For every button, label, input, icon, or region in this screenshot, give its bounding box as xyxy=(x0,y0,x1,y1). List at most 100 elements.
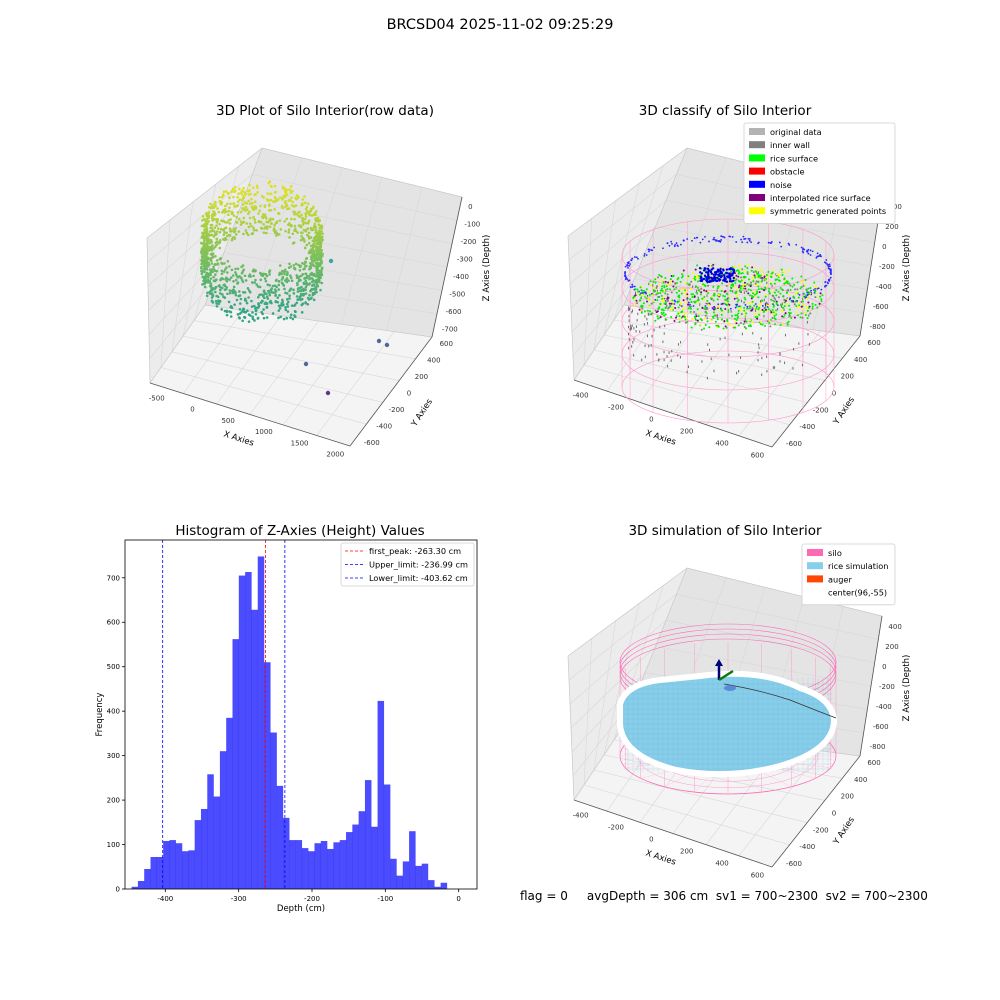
raw-point xyxy=(249,275,252,278)
raw-point xyxy=(286,310,290,313)
raw-point xyxy=(209,291,212,295)
classified-point xyxy=(769,275,772,278)
y-tick-label: -600 xyxy=(364,439,380,447)
histogram-bar xyxy=(264,662,271,889)
raw-point xyxy=(205,257,208,260)
outlier-point xyxy=(328,258,334,264)
classified-point xyxy=(717,325,720,328)
noise-point xyxy=(772,303,774,306)
noise-cluster-point xyxy=(729,274,733,277)
raw-point xyxy=(217,302,221,306)
classified-point xyxy=(739,321,742,324)
inner-wall-point xyxy=(766,281,768,285)
raw-point xyxy=(206,291,209,295)
raw-point xyxy=(293,314,296,317)
histogram-bar xyxy=(270,732,277,889)
raw-point xyxy=(228,233,231,237)
raw-point xyxy=(292,264,296,267)
raw-point xyxy=(293,224,297,228)
pane-edge xyxy=(771,755,861,868)
classified-point xyxy=(698,274,701,277)
raw-point xyxy=(292,241,296,244)
raw-point xyxy=(305,283,309,287)
raw-point xyxy=(295,276,299,280)
noise-cluster-point xyxy=(705,271,708,274)
noise-cluster-point xyxy=(710,276,713,280)
y-tick-label: 200 xyxy=(841,793,854,801)
raw-point xyxy=(316,251,319,254)
raw-point xyxy=(287,228,291,232)
histogram-bar xyxy=(377,700,385,889)
classified-point xyxy=(675,314,678,317)
classified-point xyxy=(696,301,699,304)
raw-point xyxy=(289,274,292,278)
classified-point xyxy=(759,302,762,305)
pane-edge xyxy=(146,147,263,239)
classified-point xyxy=(800,275,803,278)
noise-point xyxy=(820,288,823,291)
raw-point xyxy=(221,293,224,296)
raw-point xyxy=(249,192,252,196)
classified-point xyxy=(770,298,773,301)
legend-swatch xyxy=(749,141,765,149)
classified-point xyxy=(666,288,669,291)
raw-point xyxy=(309,297,313,300)
inner-wall-point xyxy=(628,319,630,322)
classified-point xyxy=(710,297,713,300)
pane-edge xyxy=(183,310,244,394)
legend-label: noise xyxy=(770,180,792,190)
z-tick-label: -800 xyxy=(870,323,886,331)
raw-point xyxy=(221,262,224,266)
noise-point xyxy=(824,285,826,288)
raw-point xyxy=(282,194,286,198)
classified-point xyxy=(793,316,796,319)
classified-point xyxy=(677,277,680,280)
classified-point xyxy=(686,317,689,320)
raw-point xyxy=(269,198,273,202)
raw-point xyxy=(226,191,230,195)
classified-point xyxy=(743,306,746,309)
classified-point xyxy=(767,308,770,311)
noise-point xyxy=(688,303,691,306)
classified-point xyxy=(656,317,659,320)
classified-point xyxy=(649,310,652,313)
classified-point xyxy=(788,294,791,297)
raw-point xyxy=(289,276,293,280)
noise-point xyxy=(729,307,732,310)
classified-point xyxy=(793,296,796,299)
classified-point xyxy=(689,298,692,301)
classified-point xyxy=(759,282,762,285)
classified-point xyxy=(682,288,685,291)
classified-point xyxy=(649,313,652,316)
raw-point xyxy=(240,311,243,314)
classified-point xyxy=(813,286,816,289)
raw-point xyxy=(296,298,300,301)
noise-point xyxy=(719,240,722,243)
raw-point xyxy=(263,296,266,300)
inner-wall-point xyxy=(652,284,654,287)
inner-wall-point xyxy=(670,359,672,362)
raw-point xyxy=(306,302,310,306)
classified-point xyxy=(766,284,769,287)
classified-point xyxy=(704,311,707,314)
classified-point xyxy=(704,317,707,320)
x-tick-label: 1000 xyxy=(255,428,273,436)
classified-point xyxy=(744,265,747,268)
raw-point xyxy=(225,190,228,193)
inner-wall-point xyxy=(666,304,668,308)
raw-point xyxy=(214,233,218,236)
classified-point xyxy=(695,291,698,294)
classified-point xyxy=(737,307,740,310)
raw-point xyxy=(269,184,273,188)
pane-edge xyxy=(242,200,453,244)
floor-pane xyxy=(574,305,860,447)
classified-point xyxy=(645,288,648,291)
noise-point xyxy=(666,242,669,244)
classified-point xyxy=(799,316,802,319)
raw-point xyxy=(278,272,281,275)
classified-point xyxy=(754,315,757,318)
raw-point xyxy=(311,243,315,246)
z-axis-label: Z Axies (Depth) xyxy=(482,235,492,302)
raw-point xyxy=(304,215,308,218)
histogram-bar xyxy=(207,774,214,889)
